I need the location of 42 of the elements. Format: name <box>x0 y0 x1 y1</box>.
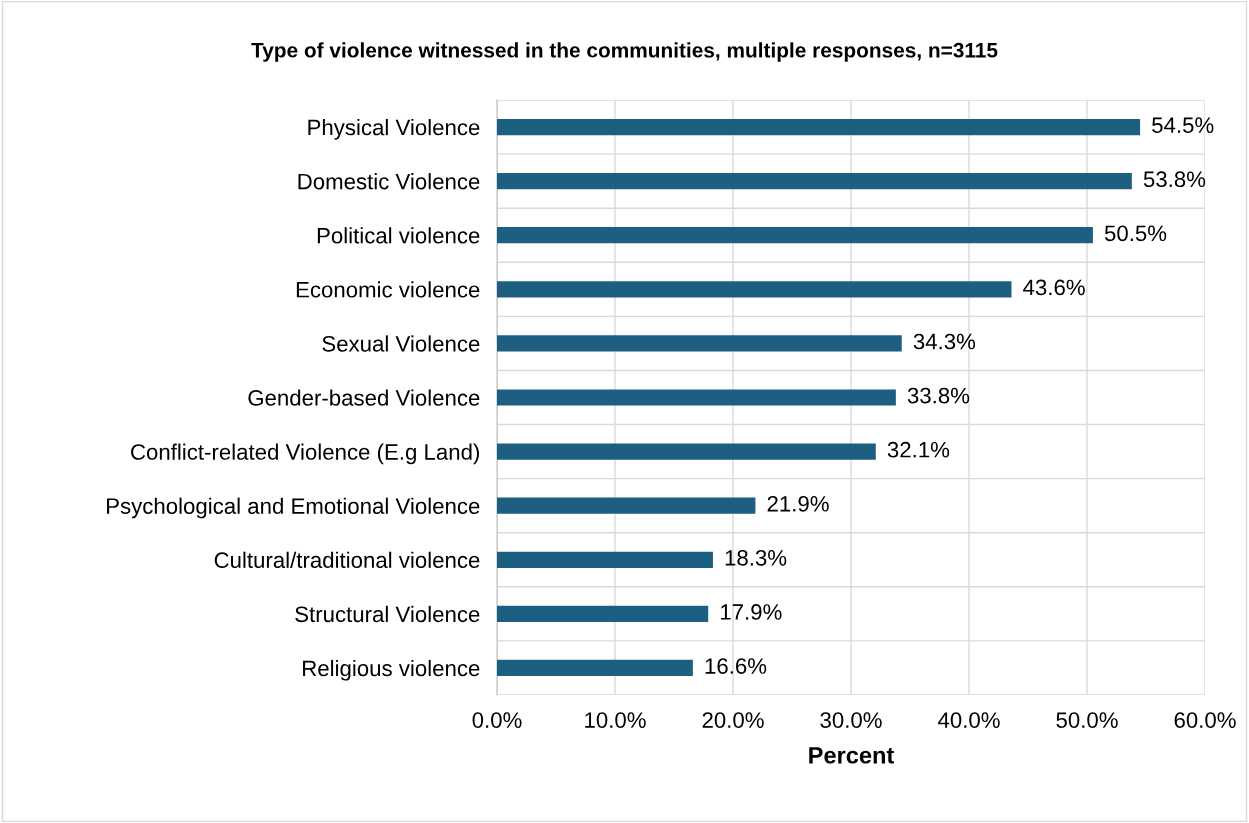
data-label: 21.9% <box>767 495 829 512</box>
y-tick-label: Economic violence <box>296 281 480 298</box>
data-label: 54.5% <box>1152 117 1214 134</box>
bar <box>497 173 1132 190</box>
y-tick-label: Cultural/traditional violence <box>214 551 480 569</box>
y-tick-label: Physical Violence <box>308 118 480 140</box>
x-tick-label: 40.0% <box>938 712 1000 728</box>
y-tick-label: Structural Violence <box>295 605 480 623</box>
y-tick-label: Psychological and Emotional Violence <box>107 497 480 519</box>
x-tick-label: 20.0% <box>702 712 764 728</box>
x-tick-label: 0.0% <box>472 712 522 728</box>
y-tick-label: Political violence <box>317 227 480 244</box>
data-label: 43.6% <box>1023 279 1085 296</box>
x-tick-label: 50.0% <box>1056 712 1118 728</box>
bar <box>497 443 876 460</box>
bar <box>497 551 713 568</box>
data-label: 34.3% <box>913 333 976 350</box>
data-label: 17.9% <box>721 604 782 620</box>
data-label: 53.8% <box>1143 171 1206 188</box>
bar <box>497 497 756 514</box>
data-label: 18.3% <box>725 550 787 566</box>
y-tick-label: Conflict-related Violence (E.g Land) <box>131 443 479 465</box>
bar <box>497 227 1093 244</box>
x-tick-label: 60.0% <box>1174 712 1236 728</box>
data-label: 50.5% <box>1104 225 1167 242</box>
chart-title: Type of violence witnessed in the communities, multiple responses, n=3115 <box>251 42 998 62</box>
y-tick-label: Sexual Violence <box>322 335 480 352</box>
data-label: 33.8% <box>907 387 970 404</box>
bar <box>497 335 902 352</box>
bar <box>497 389 896 406</box>
data-label: 32.1% <box>887 441 950 458</box>
bar <box>497 118 1141 136</box>
bar <box>497 659 693 677</box>
bar <box>497 281 1012 298</box>
y-tick-label: Religious violence <box>303 659 480 681</box>
x-tick-label: 30.0% <box>820 712 882 728</box>
y-tick-label: Gender-based Violence <box>248 389 480 406</box>
x-tick-label: 10.0% <box>585 712 646 728</box>
y-tick-label: Domestic Violence <box>298 173 480 190</box>
x-axis-title: Percent <box>809 747 895 764</box>
data-label: 16.6% <box>705 658 767 674</box>
bar <box>497 605 709 622</box>
